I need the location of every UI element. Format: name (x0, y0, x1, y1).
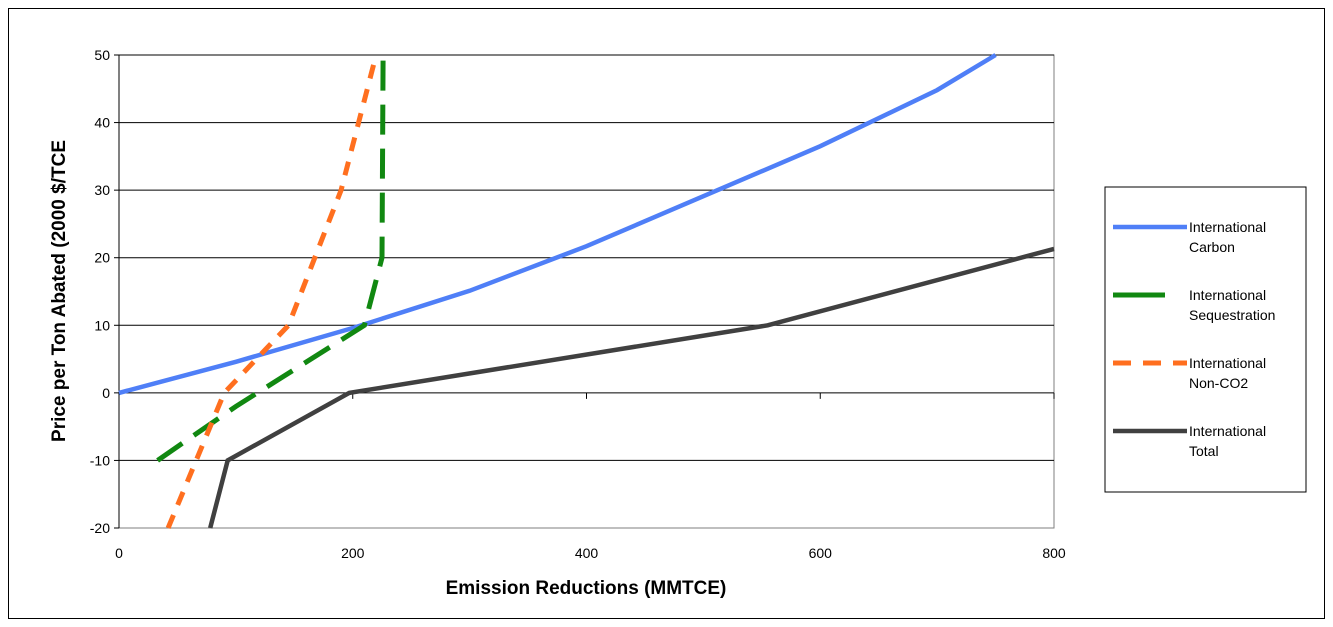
legend-label-1-line-1: International (1189, 219, 1266, 235)
chart-svg: -20 -10 0 10 20 30 40 50 0 200 400 600 800 Emission … (49, 47, 1307, 599)
series-line-3 (165, 54, 379, 529)
axis-layer: -20 -10 0 10 20 30 40 50 0 200 400 600 800 (90, 47, 1066, 561)
legend-label-4-line-2: Total (1189, 443, 1219, 459)
legend-label-4-line-1: International (1189, 423, 1266, 439)
y-tick-label: 50 (94, 47, 110, 63)
series-line-1 (118, 53, 997, 396)
chart-frame: -20 -10 0 10 20 30 40 50 0 200 400 600 800 Emission … (8, 8, 1325, 619)
y-tick-label: 40 (94, 115, 110, 131)
legend-label-1-line-2: Carbon (1189, 239, 1235, 255)
y-tick-label: 10 (94, 317, 110, 333)
series-layer (118, 53, 1055, 529)
legend-items: International Carbon International Sequestr… (1113, 219, 1275, 459)
series-line-4 (208, 246, 1055, 529)
x-tick-label: 0 (115, 545, 123, 561)
y-tick-label: 0 (102, 385, 110, 401)
y-tick-label: -10 (90, 452, 110, 468)
x-tick-label: 200 (341, 545, 365, 561)
legend: International Carbon International Sequestr… (1104, 186, 1307, 493)
grid-layer (119, 54, 1054, 461)
x-tick-label: 800 (1042, 545, 1066, 561)
legend-box (1104, 186, 1307, 493)
y-tick-label: 20 (94, 250, 110, 266)
y-tick-label: -20 (90, 520, 110, 536)
legend-label-3-line-2: Non-CO2 (1189, 375, 1248, 391)
y-tick-label: 30 (94, 182, 110, 198)
x-axis-title: Emission Reductions (MMTCE) (446, 578, 727, 599)
x-tick-label: 400 (575, 545, 599, 561)
x-tick-label: 600 (809, 545, 833, 561)
y-axis-title: Price per Ton Abated (2000 $/TCE (49, 140, 70, 442)
legend-label-2-line-1: International (1189, 287, 1266, 303)
plot-area (118, 54, 1055, 529)
legend-label-2-line-2: Sequestration (1189, 307, 1275, 323)
legend-label-3-line-1: International (1189, 355, 1266, 371)
